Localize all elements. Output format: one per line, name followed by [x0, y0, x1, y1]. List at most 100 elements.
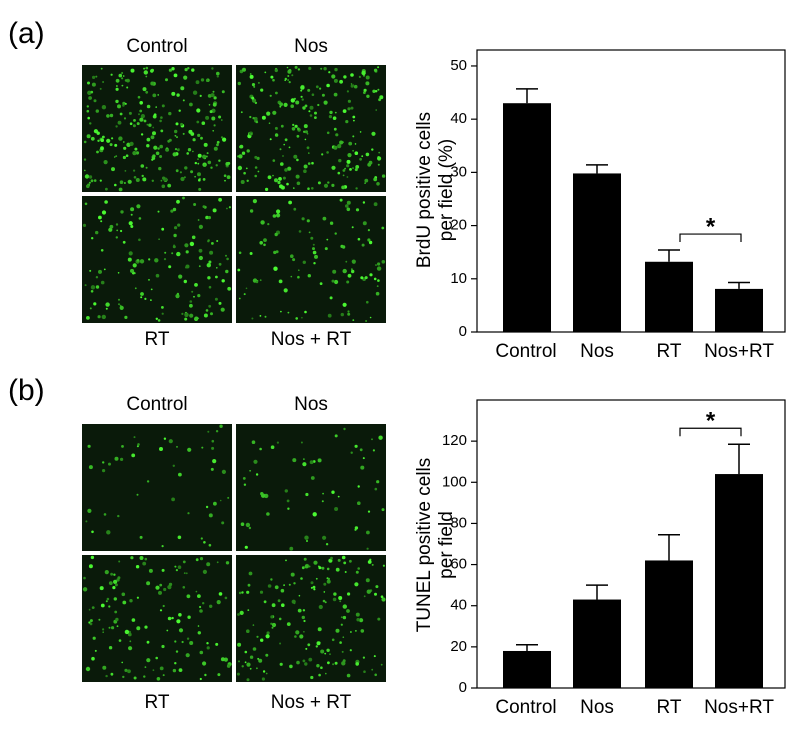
cell-dot	[317, 103, 320, 107]
cell-dot	[345, 204, 349, 208]
cell-dot	[346, 280, 350, 284]
cell-dot	[187, 447, 192, 452]
cell-dot	[118, 136, 123, 141]
cell-dot	[316, 664, 320, 668]
y-tick-label: 40	[450, 110, 467, 127]
cell-dot	[134, 287, 137, 290]
cell-dot	[261, 115, 266, 120]
cell-dot	[375, 264, 377, 266]
cell-dot	[150, 68, 154, 72]
cell-dot	[105, 674, 108, 678]
cell-dot	[317, 181, 321, 185]
cell-dot	[264, 71, 267, 74]
cell-dot	[159, 666, 164, 671]
cell-dot	[307, 187, 310, 190]
cell-dot	[326, 648, 330, 652]
cell-dot	[208, 543, 212, 547]
cell-dot	[206, 642, 209, 645]
cell-dot	[203, 142, 208, 147]
cell-dot	[208, 285, 212, 289]
cell-dot	[117, 120, 122, 125]
cell-dot	[275, 91, 278, 95]
bar	[573, 173, 621, 332]
cell-dot	[108, 626, 111, 629]
cell-dot	[314, 111, 317, 115]
cell-dot	[266, 111, 271, 116]
cell-dot	[115, 78, 120, 83]
cell-dot	[309, 114, 313, 117]
cell-dot	[337, 495, 340, 498]
cell-dot	[318, 604, 323, 610]
image-caption: RT	[145, 329, 170, 350]
cell-dot	[329, 221, 334, 225]
cell-dot	[310, 476, 315, 480]
cell-dot	[264, 315, 267, 318]
cell-dot	[189, 313, 194, 318]
cell-dot	[161, 644, 165, 649]
cell-dot	[216, 140, 220, 144]
cell-dot	[218, 592, 223, 596]
cell-dot	[345, 260, 348, 263]
cell-dot	[226, 175, 231, 180]
cell-dot	[130, 225, 134, 228]
cell-dot	[174, 662, 177, 665]
cell-dot	[349, 559, 352, 563]
cell-dot	[240, 522, 245, 526]
cell-dot	[96, 150, 99, 154]
cell-dot	[282, 176, 286, 180]
cell-dot	[174, 148, 178, 151]
cell-dot	[123, 146, 127, 150]
cell-dot	[161, 184, 166, 189]
cell-dot	[119, 180, 124, 184]
cell-dot	[266, 512, 270, 516]
cell-dot	[284, 79, 287, 82]
cell-dot	[195, 558, 199, 562]
cell-dot	[256, 635, 259, 638]
cell-dot	[337, 558, 341, 562]
cell-dot	[197, 631, 201, 635]
cell-dot	[159, 144, 163, 149]
cell-dot	[96, 131, 100, 135]
cell-dot	[306, 146, 310, 150]
cell-dot	[286, 182, 289, 186]
cell-dot	[304, 535, 309, 540]
cell-dot	[286, 499, 290, 503]
cell-dot	[212, 130, 214, 132]
cell-dot	[357, 501, 361, 506]
cell-dot	[360, 276, 364, 280]
cell-dot	[218, 301, 222, 305]
cell-dot	[297, 275, 300, 279]
cell-dot	[342, 659, 346, 663]
cell-dot	[362, 201, 366, 204]
cell-dot	[207, 276, 211, 280]
cell-dot	[192, 90, 198, 95]
cell-dot	[191, 235, 196, 240]
cell-dot	[114, 456, 119, 461]
cell-dot	[105, 307, 108, 310]
cell-dot	[380, 663, 383, 666]
cell-dot	[359, 157, 362, 161]
cell-dot	[260, 638, 264, 642]
cell-dot	[338, 158, 342, 163]
cell-dot	[220, 657, 225, 662]
cell-dot	[348, 141, 353, 146]
cell-dot	[212, 90, 215, 93]
cell-dot	[152, 126, 155, 129]
cell-dot	[307, 88, 311, 92]
cell-dot	[168, 68, 172, 72]
cell-dot	[197, 294, 201, 298]
cell-dot	[120, 229, 123, 233]
cell-dot	[269, 138, 272, 141]
cell-dot	[322, 535, 327, 540]
cell-dot	[319, 87, 322, 90]
cell-dot	[105, 600, 108, 603]
cell-dot	[321, 566, 325, 570]
cell-dot	[178, 628, 184, 633]
cell-dot	[86, 184, 90, 189]
cell-dot	[184, 243, 189, 248]
cell-dot	[133, 119, 136, 122]
cell-dot	[131, 618, 136, 622]
cell-dot	[303, 164, 308, 169]
cell-dot	[203, 313, 208, 318]
cell-dot	[197, 133, 201, 137]
